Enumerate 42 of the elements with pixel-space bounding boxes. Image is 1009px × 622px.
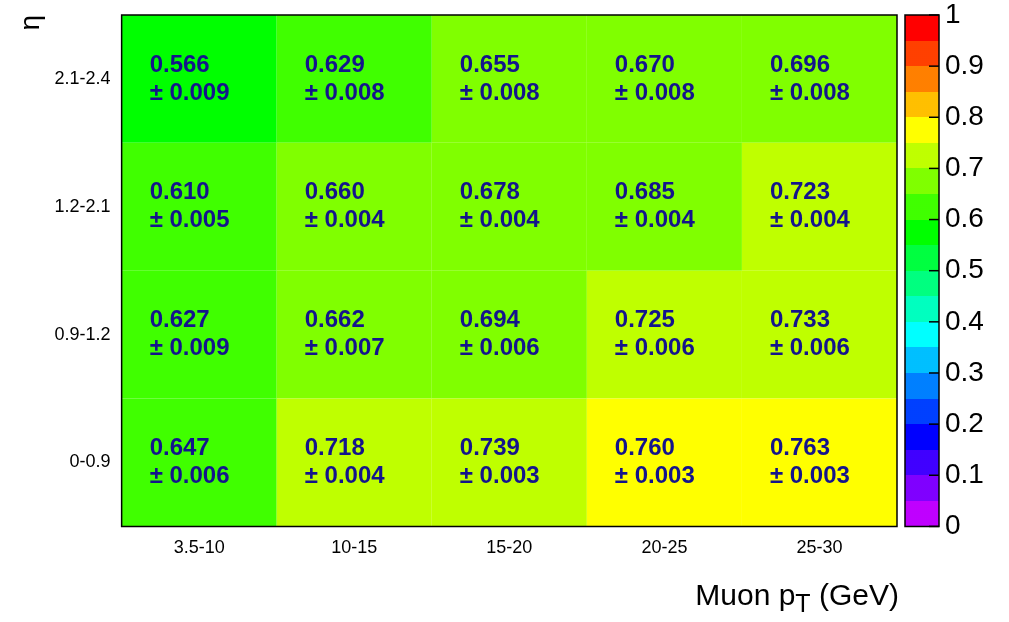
color-bar-label: 0.9 — [945, 48, 984, 80]
y-tick-label: 1.2-2.1 — [54, 195, 111, 216]
data-label: 0.733 ± 0.006 — [769, 305, 850, 361]
color-bar-label: 0.6 — [945, 202, 984, 234]
color-bar-label: 1 — [945, 0, 961, 29]
data-label: 0.660 ± 0.004 — [304, 177, 386, 233]
data-label: 0.760 ± 0.003 — [614, 433, 695, 489]
data-label: 0.629 ± 0.008 — [304, 49, 385, 105]
data-label: 0.678 ± 0.004 — [459, 177, 541, 233]
data-label: 0.662 ± 0.007 — [304, 305, 385, 361]
data-label: 0.739 ± 0.003 — [459, 433, 540, 489]
color-bar-label: 0.8 — [945, 100, 984, 131]
y-axis-title: η — [13, 15, 45, 31]
x-tick-label: 3.5-10 — [173, 537, 225, 558]
x-axis-title: Muon p$_{T}$ (GeV) — [695, 578, 899, 618]
x-tick-label: 20-25 — [641, 537, 688, 558]
color-bar-label: 0.5 — [945, 253, 984, 285]
data-label: 0.718 ± 0.004 — [304, 433, 386, 489]
data-label: 0.566 ± 0.009 — [149, 49, 230, 105]
x-tick-label: 10-15 — [331, 537, 378, 558]
data-label: 0.723 ± 0.004 — [769, 177, 851, 233]
color-bar-label: 0.4 — [945, 304, 984, 336]
y-tick-label: 0-0.9 — [69, 451, 111, 472]
data-label: 0.685 ± 0.004 — [614, 177, 696, 233]
data-label: 0.627 ± 0.009 — [149, 305, 230, 361]
data-label: 0.670 ± 0.008 — [614, 49, 695, 105]
data-label: 0.610 ± 0.005 — [149, 177, 230, 233]
data-label: 0.655 ± 0.008 — [459, 49, 540, 105]
color-bar-label: 0.1 — [945, 457, 984, 489]
data-label: 0.647 ± 0.006 — [149, 433, 230, 489]
y-tick-label: 0.9-1.2 — [54, 323, 111, 344]
y-tick-label: 2.1-2.4 — [54, 67, 111, 88]
color-bar-label: 0 — [945, 509, 961, 541]
data-label: 0.694 ± 0.006 — [459, 305, 540, 361]
data-label: 0.725 ± 0.006 — [614, 305, 695, 361]
color-bar-label: 0.2 — [945, 406, 984, 438]
x-tick-label: 25-30 — [796, 537, 843, 558]
data-label: 0.696 ± 0.008 — [769, 49, 850, 105]
color-bar-label: 0.7 — [945, 151, 984, 183]
color-bar-label: 0.3 — [945, 355, 984, 387]
data-label: 0.763 ± 0.003 — [769, 433, 850, 489]
x-tick-label: 15-20 — [486, 537, 533, 558]
